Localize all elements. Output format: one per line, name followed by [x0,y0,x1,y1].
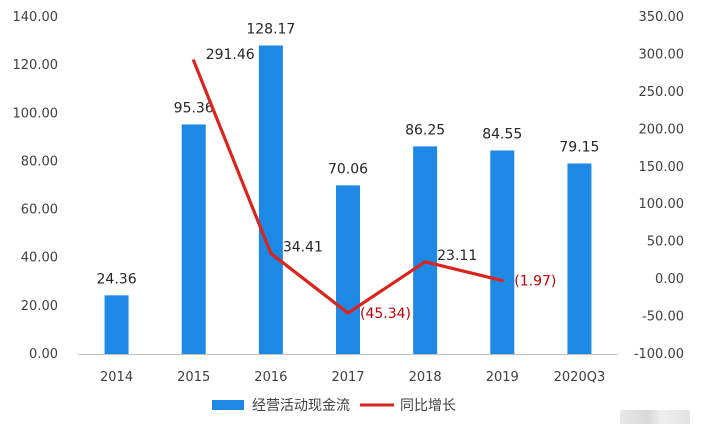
bar-value-label: 79.15 [559,139,599,155]
bar [567,163,592,354]
bar [258,45,283,354]
right-tick-label: 250.00 [639,85,685,100]
legend-bar-swatch [212,400,244,410]
right-tick-label: -50.00 [642,310,684,325]
bar-series [104,45,592,354]
category-label: 2015 [177,370,210,385]
bar [490,150,515,354]
x-axis-categories: 2014 2015 2016 2017 2018 2019 2020Q3 [100,370,605,385]
right-tick-label: 200.00 [639,122,685,137]
bar-data-labels: 24.36 95.36 128.17 70.06 86.25 84.55 79.15 [97,21,600,287]
left-tick-label: 120.00 [13,58,59,73]
category-label: 2017 [331,370,364,385]
left-tick-label: 20.00 [21,299,58,314]
bar-value-label: 70.06 [328,161,368,177]
category-label: 2014 [100,370,133,385]
legend: 经营活动现金流 同比增长 [212,398,456,414]
left-tick-label: 40.00 [21,251,58,266]
bar-value-label: 86.25 [405,122,445,138]
category-label: 2016 [254,370,287,385]
bar [104,295,129,354]
right-tick-label: -100.00 [634,347,684,362]
bar [413,146,438,354]
line-value-label: 34.41 [283,239,323,255]
category-label: 2019 [486,370,519,385]
bar-value-label: 128.17 [246,21,295,37]
line-value-label: 291.46 [206,47,255,63]
line-value-label: 23.11 [437,248,477,264]
right-tick-label: 100.00 [639,197,685,212]
right-tick-label: 350.00 [639,10,685,25]
line-data-labels: 291.46 34.41 (45.34) 23.11 (1.97) [206,47,557,322]
left-tick-label: 80.00 [21,154,58,169]
right-axis: -100.00 -50.00 0.00 50.00 100.00 150.00 200.00… [634,10,684,362]
line-value-label: (45.34) [360,306,411,322]
bar-value-label: 24.36 [97,271,137,287]
right-tick-label: 300.00 [639,47,685,62]
right-tick-label: 50.00 [647,235,684,250]
legend-bar-label: 经营活动现金流 [252,398,350,414]
legend-line-label: 同比增长 [400,398,456,414]
bar-value-label: 84.55 [482,126,522,142]
right-tick-label: 150.00 [639,160,685,175]
bar [336,185,360,354]
bar-value-label: 95.36 [174,100,214,116]
line-value-label: (1.97) [514,274,556,290]
left-tick-label: 60.00 [21,203,58,218]
watermark [620,410,690,424]
left-tick-label: 100.00 [13,106,59,121]
bar [181,124,206,354]
category-label: 2018 [409,370,442,385]
left-tick-label: 0.00 [29,347,58,362]
left-axis: 0.00 20.00 40.00 60.00 80.00 100.00 120.00 140.… [13,10,59,362]
growth-line [192,59,504,315]
right-tick-label: 0.00 [655,272,684,287]
left-tick-label: 140.00 [13,10,59,25]
category-label: 2020Q3 [554,370,606,385]
